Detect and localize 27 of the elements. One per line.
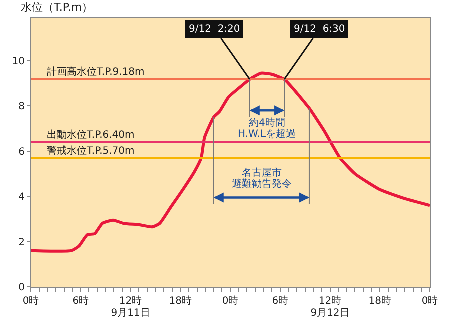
x2-tick-label: 9月12日 (310, 308, 350, 319)
annotation: 9/12 2:20 (189, 24, 240, 35)
x-tick-label: 6時 (272, 295, 289, 307)
y-tick-label: 8 (18, 102, 25, 113)
x-tick-label: 6時 (72, 295, 90, 307)
annotation: H.W.Lを超過 (238, 128, 296, 140)
ref-line-label: 出動水位T.P.6.40m (47, 129, 135, 141)
annotation: 避難勧告発令 (232, 178, 292, 190)
annotation: 9/12 6:30 (294, 24, 346, 35)
ref-line-label: 計画高水位T.P.9.18m (47, 66, 145, 78)
annotation: 約4時間 (249, 117, 286, 129)
y-tick-label: 2 (18, 237, 25, 248)
y-tick-label: 6 (18, 146, 25, 158)
x-tick-label: 12時 (318, 295, 342, 307)
x-tick-label: 0時 (222, 295, 239, 307)
annotation: 名古屋市 (242, 167, 282, 179)
y-axis-title: 水位（T.P.m） (21, 1, 94, 14)
ref-line-label: 警戒水位T.P.5.70m (47, 145, 135, 157)
y-tick-label: 4 (18, 192, 25, 204)
x2-tick-label: 9月11日 (111, 308, 150, 319)
x-tick-label: 12時 (119, 295, 142, 307)
x-tick-label: 18時 (169, 295, 192, 307)
x-tick-label: 18時 (368, 295, 392, 307)
x-tick-label: 0時 (22, 295, 40, 307)
y-tick-label: 10 (12, 56, 25, 68)
y-tick-label: 0 (18, 282, 25, 294)
x-tick-label: 0時 (422, 295, 438, 307)
